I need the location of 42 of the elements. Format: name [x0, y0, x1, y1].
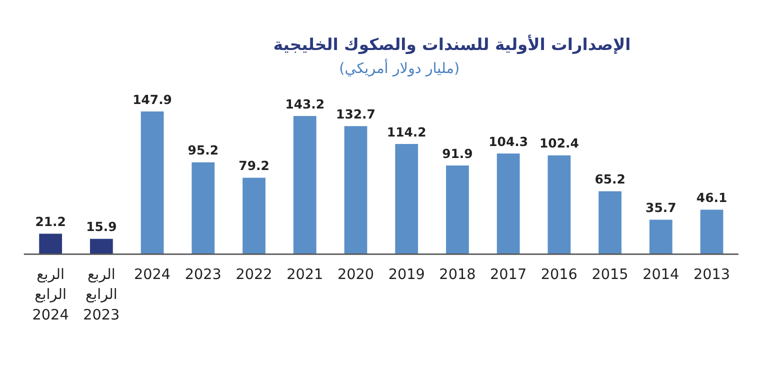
- x-tick-label: 2021: [286, 267, 324, 284]
- data-label: 65.2: [594, 172, 626, 187]
- x-tick-label: 2017: [490, 267, 527, 284]
- x-tick-label: 2015: [592, 267, 628, 284]
- data-label: 21.2: [35, 214, 66, 230]
- data-label: 35.7: [646, 200, 676, 216]
- data-label: 95.2: [188, 142, 218, 158]
- x-tick-label: 2018: [439, 267, 476, 284]
- chart-subtitle: (مليار دولار أمريكي): [339, 58, 460, 78]
- data-label: 104.3: [488, 134, 528, 149]
- bar: [548, 155, 571, 254]
- x-tick-label: 2016: [540, 267, 578, 284]
- data-label: 132.7: [336, 106, 376, 122]
- bar: [39, 234, 62, 254]
- x-tick-label: 2023: [184, 267, 222, 284]
- chart-title: الإصدارات الأولية للسندات والصكوك الخليجية: [273, 34, 631, 54]
- bar: [140, 111, 164, 254]
- bar: [395, 144, 418, 254]
- bar: [700, 210, 724, 254]
- bar: [446, 165, 469, 254]
- x-tick-label: 2013: [693, 267, 730, 284]
- data-label: 91.9: [442, 146, 473, 161]
- data-label: 143.2: [285, 96, 325, 112]
- data-label: 79.2: [238, 158, 270, 174]
- data-label: 46.1: [696, 190, 728, 206]
- bar: [496, 154, 520, 254]
- x-tick-label: 2024: [134, 267, 171, 284]
- x-tick-label: 2019: [388, 267, 425, 284]
- bar: [344, 126, 368, 254]
- bar: [242, 178, 266, 254]
- x-tick-label: 2014: [642, 267, 680, 284]
- data-label: 114.2: [386, 124, 426, 140]
- data-label: 147.9: [132, 92, 172, 107]
- bar: [598, 191, 622, 254]
- data-label: 102.4: [540, 136, 580, 151]
- bar: [90, 238, 113, 254]
- x-tick-label: 2020: [337, 267, 374, 284]
- bar: [293, 116, 316, 254]
- x-tick-label: 2022: [236, 267, 272, 284]
- bar: [649, 220, 672, 254]
- bar: [192, 162, 215, 254]
- data-label: 15.9: [86, 219, 117, 234]
